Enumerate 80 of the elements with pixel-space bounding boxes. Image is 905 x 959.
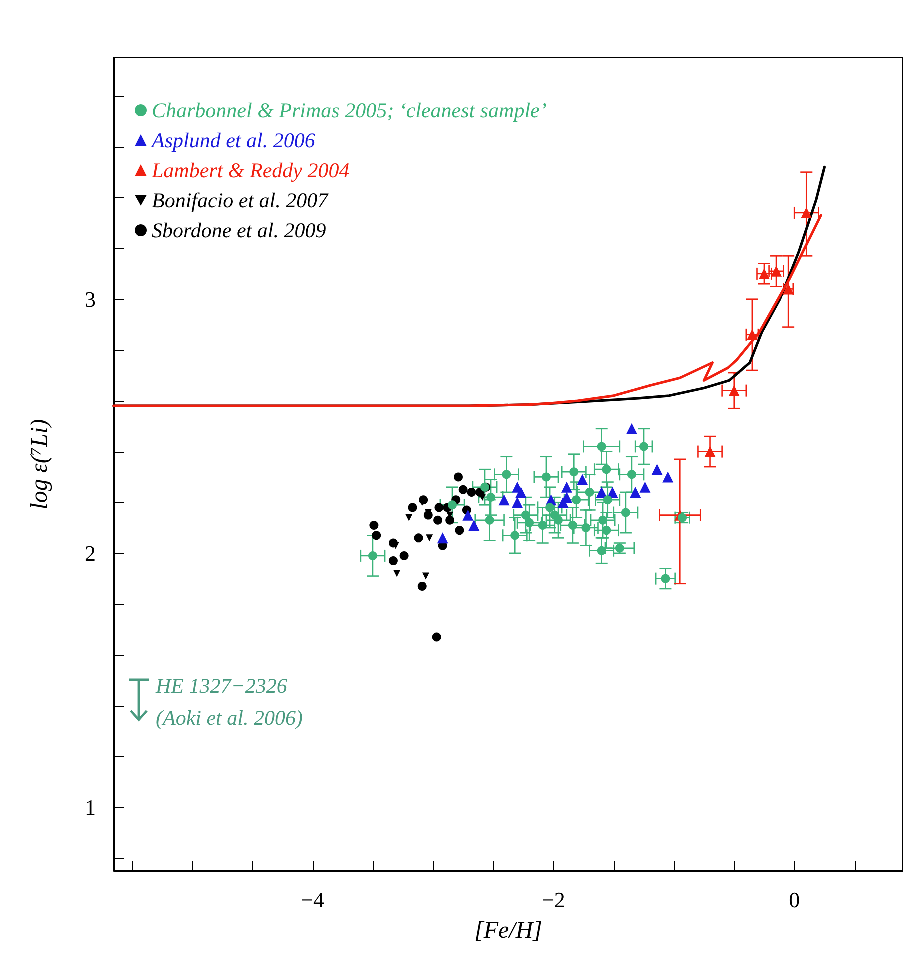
point <box>426 534 434 542</box>
x-tick-label: −4 <box>301 888 324 912</box>
point <box>434 516 443 525</box>
point <box>538 520 548 530</box>
point <box>486 493 496 502</box>
point <box>372 531 382 540</box>
point <box>368 551 378 560</box>
x-tick-label: −2 <box>542 888 566 912</box>
point <box>485 516 494 525</box>
point <box>448 500 457 510</box>
point <box>394 570 401 578</box>
point <box>758 268 770 280</box>
point <box>572 496 582 505</box>
point <box>437 532 448 544</box>
point <box>468 520 480 531</box>
legend-label: Charbonnel & Primas 2005; ‘cleanest sample’ <box>152 98 547 122</box>
y-axis-title: log ε(⁷Li) <box>27 419 53 510</box>
point <box>458 485 468 494</box>
point <box>662 472 674 483</box>
point <box>602 465 612 474</box>
point <box>516 486 527 498</box>
point <box>678 513 688 522</box>
point <box>454 472 464 482</box>
point <box>434 503 444 512</box>
point <box>418 582 427 591</box>
point <box>400 551 409 560</box>
point <box>577 474 588 486</box>
point <box>801 207 812 218</box>
point <box>370 520 379 530</box>
point <box>510 531 520 540</box>
legend-label: Lambert & Reddy 2004 <box>151 158 350 182</box>
point <box>414 534 424 543</box>
point <box>704 446 716 458</box>
point <box>525 518 534 528</box>
point <box>597 546 606 556</box>
y-tick-label: 2 <box>85 540 96 566</box>
legend-label: Asplund et al. 2006 <box>150 128 316 152</box>
legend-label: Sbordone et al. 2009 <box>152 218 327 242</box>
point <box>406 514 413 522</box>
point <box>455 526 464 536</box>
point <box>498 494 510 506</box>
point <box>467 488 476 497</box>
point <box>630 486 642 498</box>
point <box>602 526 612 536</box>
point <box>446 516 455 525</box>
y-tick-label: 1 <box>85 794 96 820</box>
y-tick-label: 3 <box>85 286 96 312</box>
point <box>422 572 430 580</box>
point <box>621 508 630 518</box>
point <box>661 574 670 584</box>
point <box>570 468 579 477</box>
point <box>603 496 612 505</box>
legend-label: Bonifacio et al. 2007 <box>152 188 330 212</box>
point <box>597 442 606 452</box>
point <box>408 503 418 512</box>
point <box>585 488 594 497</box>
point <box>728 385 740 396</box>
point <box>652 464 663 476</box>
point <box>462 510 474 521</box>
annotation: HE 1327−2326 (Aoki et al. 2006) <box>156 673 303 732</box>
point <box>432 632 442 642</box>
point <box>521 510 530 520</box>
point <box>627 470 636 480</box>
point <box>568 520 578 530</box>
point <box>502 470 512 480</box>
x-tick-label: 0 <box>789 888 800 912</box>
point <box>582 524 591 533</box>
point <box>546 503 555 512</box>
point <box>512 497 524 508</box>
point <box>542 472 551 482</box>
point <box>640 482 651 493</box>
point <box>558 497 569 508</box>
x-axis-title: [Fe/H] <box>474 918 542 944</box>
point <box>598 516 608 525</box>
point <box>561 482 572 493</box>
point <box>771 266 782 277</box>
point <box>626 423 638 434</box>
point <box>640 442 649 452</box>
point <box>554 516 563 525</box>
point <box>388 556 398 566</box>
